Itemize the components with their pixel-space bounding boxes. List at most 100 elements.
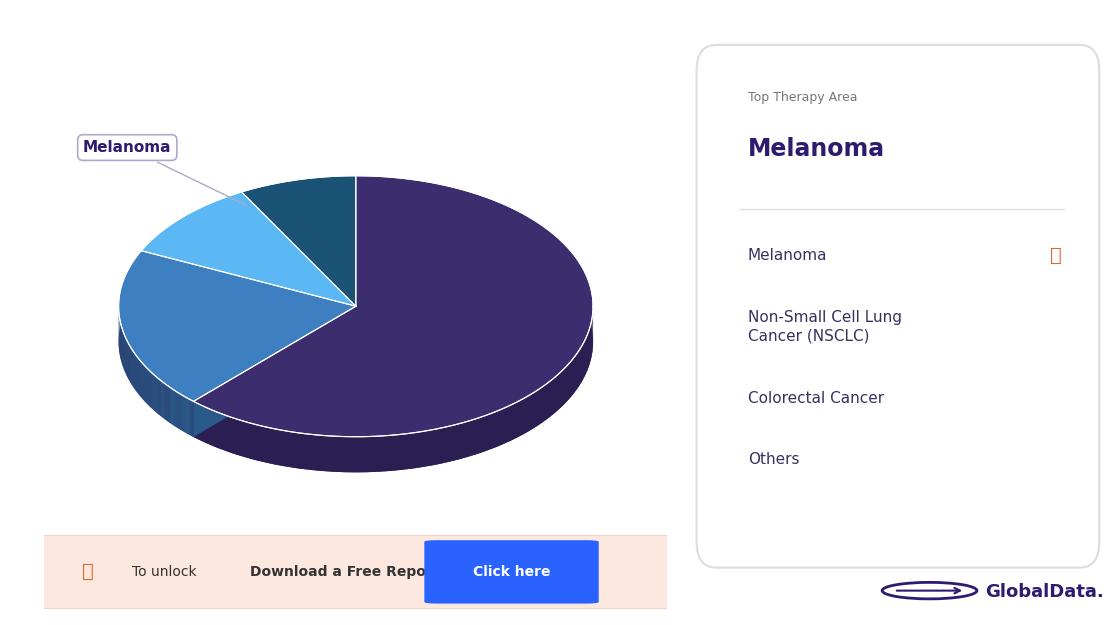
Polygon shape: [585, 339, 586, 376]
Polygon shape: [399, 434, 404, 470]
Polygon shape: [197, 403, 200, 441]
Polygon shape: [321, 436, 326, 471]
Polygon shape: [377, 436, 381, 472]
Polygon shape: [504, 406, 508, 444]
Text: Non-Small Cell Lung
Cancer (NSCLC): Non-Small Cell Lung Cancer (NSCLC): [748, 310, 902, 344]
Text: Melanoma: Melanoma: [748, 248, 827, 262]
Text: Others: Others: [748, 452, 800, 468]
Polygon shape: [500, 408, 504, 445]
Polygon shape: [276, 429, 280, 466]
Polygon shape: [414, 432, 418, 468]
Polygon shape: [373, 436, 377, 472]
Polygon shape: [289, 431, 294, 468]
Polygon shape: [267, 428, 271, 464]
Polygon shape: [193, 401, 197, 439]
FancyBboxPatch shape: [696, 45, 1100, 568]
Polygon shape: [219, 412, 222, 450]
Polygon shape: [554, 376, 556, 414]
Polygon shape: [522, 398, 525, 435]
Polygon shape: [298, 433, 302, 469]
Polygon shape: [409, 433, 414, 469]
Text: Melanoma: Melanoma: [748, 137, 885, 161]
Polygon shape: [193, 306, 356, 437]
Polygon shape: [518, 399, 522, 437]
Polygon shape: [193, 306, 356, 437]
FancyBboxPatch shape: [425, 540, 598, 604]
Polygon shape: [568, 362, 570, 401]
Polygon shape: [349, 437, 354, 472]
Polygon shape: [481, 416, 485, 452]
Polygon shape: [457, 423, 461, 460]
Polygon shape: [489, 412, 493, 450]
Polygon shape: [354, 437, 358, 472]
Polygon shape: [280, 430, 285, 466]
Polygon shape: [570, 360, 572, 398]
Polygon shape: [119, 251, 356, 401]
Polygon shape: [222, 414, 226, 451]
Polygon shape: [508, 405, 512, 442]
Polygon shape: [344, 437, 349, 472]
Polygon shape: [423, 431, 427, 467]
Polygon shape: [367, 436, 373, 472]
Polygon shape: [230, 417, 235, 454]
Polygon shape: [566, 365, 568, 403]
Polygon shape: [564, 367, 566, 405]
Text: Top Therapy Area: Top Therapy Area: [748, 91, 857, 104]
Polygon shape: [395, 434, 399, 471]
Polygon shape: [546, 382, 548, 420]
Polygon shape: [562, 369, 564, 407]
Polygon shape: [330, 436, 335, 472]
Polygon shape: [215, 411, 219, 448]
Polygon shape: [141, 192, 356, 306]
Polygon shape: [556, 374, 559, 411]
Polygon shape: [242, 421, 247, 457]
Polygon shape: [528, 394, 532, 432]
Polygon shape: [326, 436, 330, 471]
Polygon shape: [465, 421, 469, 457]
Polygon shape: [579, 348, 580, 386]
FancyBboxPatch shape: [32, 535, 679, 609]
Polygon shape: [576, 353, 577, 391]
Polygon shape: [317, 435, 321, 471]
Polygon shape: [358, 437, 363, 472]
Text: To unlock: To unlock: [131, 565, 197, 579]
Polygon shape: [461, 422, 465, 459]
Polygon shape: [436, 428, 440, 465]
Polygon shape: [404, 434, 409, 469]
Polygon shape: [335, 436, 339, 472]
Polygon shape: [302, 433, 307, 469]
Polygon shape: [200, 405, 203, 442]
Polygon shape: [381, 436, 386, 471]
Text: Colorectal Cancer: Colorectal Cancer: [748, 391, 884, 406]
Polygon shape: [497, 409, 500, 447]
Text: GlobalData.: GlobalData.: [985, 583, 1103, 601]
Polygon shape: [485, 414, 489, 451]
Polygon shape: [311, 434, 317, 471]
Polygon shape: [477, 417, 481, 454]
Polygon shape: [226, 416, 230, 452]
Polygon shape: [512, 403, 515, 441]
Polygon shape: [390, 435, 395, 471]
Polygon shape: [474, 418, 477, 455]
Polygon shape: [552, 378, 554, 416]
Polygon shape: [574, 356, 576, 393]
Polygon shape: [264, 426, 267, 463]
Polygon shape: [294, 432, 298, 468]
Polygon shape: [548, 380, 552, 418]
Text: Download a Free Report Sample: Download a Free Report Sample: [250, 565, 503, 579]
Ellipse shape: [119, 211, 593, 472]
Polygon shape: [259, 426, 264, 462]
Polygon shape: [193, 176, 593, 437]
Polygon shape: [386, 436, 390, 471]
Polygon shape: [255, 424, 259, 461]
Polygon shape: [203, 406, 208, 444]
Polygon shape: [448, 426, 453, 462]
Polygon shape: [572, 358, 574, 396]
Polygon shape: [250, 423, 255, 460]
Polygon shape: [577, 351, 579, 389]
Polygon shape: [418, 431, 423, 468]
Polygon shape: [363, 437, 367, 472]
Polygon shape: [537, 388, 540, 426]
Polygon shape: [427, 430, 431, 466]
Polygon shape: [534, 390, 537, 428]
